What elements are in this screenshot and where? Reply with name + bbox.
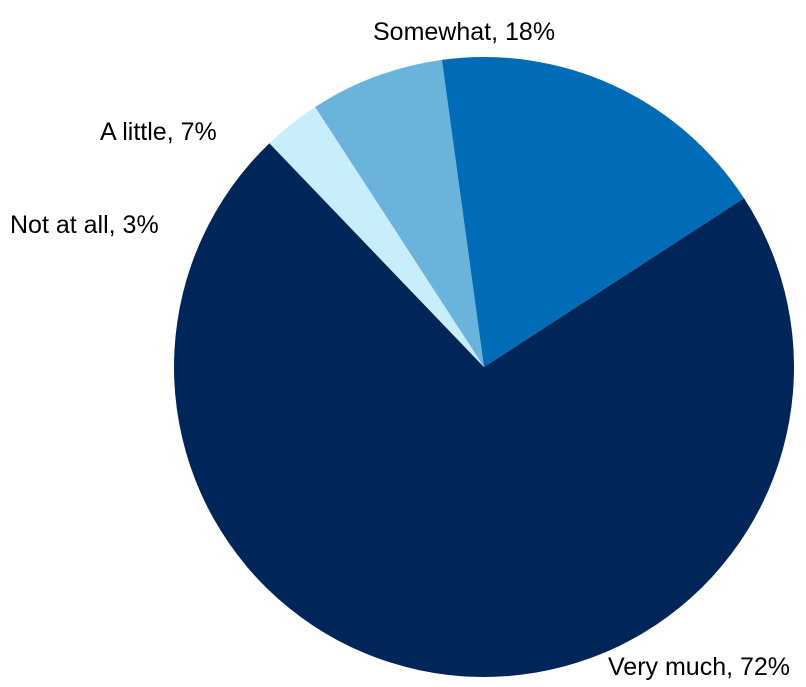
slice-a-little [315, 59, 484, 368]
slice-somewhat [441, 57, 744, 367]
slice-labels: Very much, 72% Not at all, 3% A little, … [10, 18, 790, 681]
label-a-little: A little, 7% [100, 118, 217, 146]
slice-very-much [174, 143, 795, 677]
pie-slices [174, 57, 795, 677]
slice-not-at-all [269, 107, 484, 367]
label-very-much: Very much, 72% [608, 653, 790, 681]
label-not-at-all: Not at all, 3% [10, 211, 159, 239]
label-somewhat: Somewhat, 18% [373, 18, 555, 46]
